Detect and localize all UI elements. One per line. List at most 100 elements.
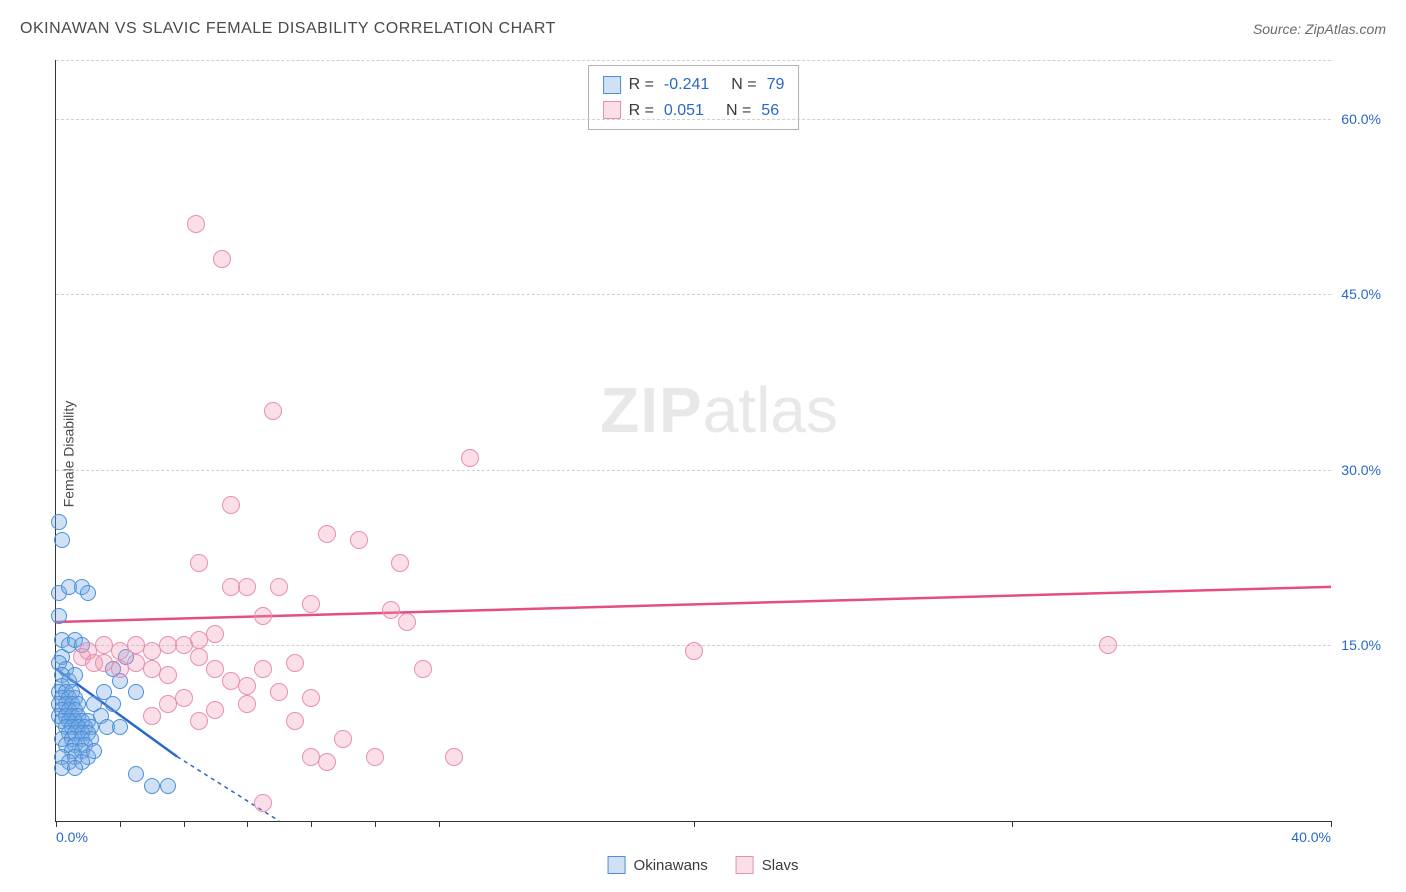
series-legend-item: Okinawans <box>608 856 708 874</box>
y-tick-label: 15.0% <box>1341 637 1381 653</box>
scatter-point <box>144 778 160 794</box>
scatter-point <box>111 642 129 660</box>
scatter-point <box>51 514 67 530</box>
x-tick <box>120 821 121 827</box>
scatter-point <box>254 794 272 812</box>
x-tick-label-max: 40.0% <box>1291 829 1331 845</box>
scatter-point <box>159 666 177 684</box>
scatter-point <box>461 449 479 467</box>
scatter-point <box>51 608 67 624</box>
x-tick <box>184 821 185 827</box>
watermark: ZIPatlas <box>600 373 838 447</box>
gridline <box>56 470 1331 471</box>
n-label: N = <box>731 72 756 98</box>
scatter-point <box>213 250 231 268</box>
scatter-point <box>175 689 193 707</box>
scatter-point <box>238 578 256 596</box>
x-tick <box>1331 821 1332 827</box>
scatter-point <box>445 748 463 766</box>
scatter-point <box>222 578 240 596</box>
scatter-point <box>175 636 193 654</box>
scatter-point <box>206 625 224 643</box>
x-tick-label-min: 0.0% <box>56 829 88 845</box>
scatter-point <box>286 712 304 730</box>
scatter-point <box>318 525 336 543</box>
legend-swatch <box>603 101 621 119</box>
scatter-point <box>187 215 205 233</box>
legend-swatch <box>736 856 754 874</box>
scatter-point <box>334 730 352 748</box>
scatter-point <box>391 554 409 572</box>
source-attribution: Source: ZipAtlas.com <box>1253 21 1386 37</box>
x-tick <box>311 821 312 827</box>
scatter-point <box>160 778 176 794</box>
scatter-point <box>67 760 83 776</box>
x-tick <box>694 821 695 827</box>
scatter-point <box>270 578 288 596</box>
x-tick <box>439 821 440 827</box>
legend-row: R = -0.241 N = 79 <box>603 72 785 98</box>
r-label: R = <box>629 72 654 98</box>
chart-container: Female Disability ZIPatlas R =-0.241N =7… <box>45 55 1386 852</box>
plot-area: ZIPatlas R =-0.241N =79R =0.051N =56 15.… <box>55 60 1331 822</box>
x-tick <box>56 821 57 827</box>
x-tick <box>375 821 376 827</box>
legend-swatch <box>603 76 621 94</box>
scatter-point <box>190 554 208 572</box>
x-tick <box>247 821 248 827</box>
scatter-point <box>318 753 336 771</box>
scatter-point <box>127 636 145 654</box>
y-tick-label: 60.0% <box>1341 111 1381 127</box>
scatter-point <box>67 667 83 683</box>
scatter-point <box>95 636 113 654</box>
scatter-point <box>685 642 703 660</box>
scatter-point <box>54 532 70 548</box>
scatter-point <box>1099 636 1117 654</box>
scatter-point <box>222 496 240 514</box>
chart-title: OKINAWAN VS SLAVIC FEMALE DISABILITY COR… <box>20 20 556 38</box>
scatter-point <box>238 695 256 713</box>
scatter-point <box>264 402 282 420</box>
scatter-point <box>143 642 161 660</box>
scatter-point <box>302 689 320 707</box>
series-legend-item: Slavs <box>736 856 799 874</box>
scatter-point <box>254 607 272 625</box>
scatter-point <box>238 677 256 695</box>
scatter-point <box>302 595 320 613</box>
scatter-point <box>414 660 432 678</box>
r-value: -0.241 <box>664 72 709 98</box>
scatter-point <box>206 701 224 719</box>
scatter-point <box>190 648 208 666</box>
scatter-point <box>206 660 224 678</box>
gridline <box>56 119 1331 120</box>
scatter-point <box>105 696 121 712</box>
n-value: 79 <box>767 72 785 98</box>
scatter-point <box>350 531 368 549</box>
y-tick-label: 45.0% <box>1341 286 1381 302</box>
scatter-point <box>128 684 144 700</box>
scatter-point <box>382 601 400 619</box>
scatter-point <box>366 748 384 766</box>
scatter-point <box>270 683 288 701</box>
scatter-point <box>112 719 128 735</box>
scatter-point <box>190 631 208 649</box>
scatter-point <box>254 660 272 678</box>
x-tick <box>1012 821 1013 827</box>
scatter-point <box>159 695 177 713</box>
scatter-point <box>128 766 144 782</box>
scatter-point <box>286 654 304 672</box>
series-legend: Okinawans Slavs <box>608 856 799 874</box>
correlation-legend: R =-0.241N =79R =0.051N =56 <box>588 65 800 130</box>
gridline <box>56 294 1331 295</box>
scatter-point <box>86 743 102 759</box>
gridline <box>56 60 1331 61</box>
series-label: Okinawans <box>634 857 708 874</box>
scatter-point <box>398 613 416 631</box>
scatter-point <box>190 712 208 730</box>
y-tick-label: 30.0% <box>1341 462 1381 478</box>
series-label: Slavs <box>762 857 799 874</box>
chart-header: OKINAWAN VS SLAVIC FEMALE DISABILITY COR… <box>20 20 1386 38</box>
legend-swatch <box>608 856 626 874</box>
scatter-point <box>143 707 161 725</box>
scatter-point <box>80 585 96 601</box>
